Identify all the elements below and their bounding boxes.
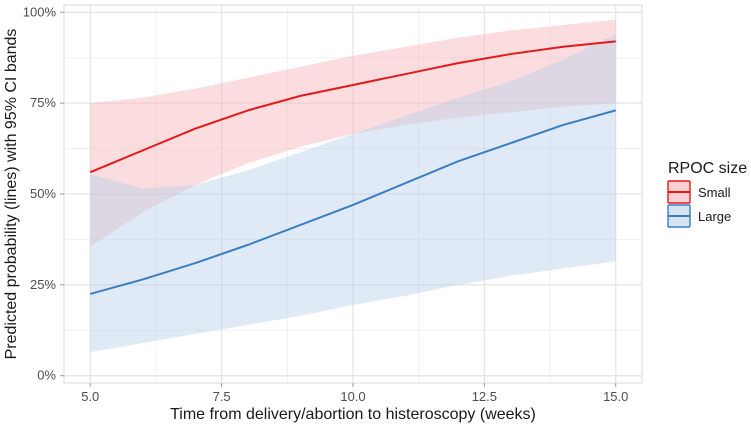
legend-label-small: Small	[698, 185, 731, 200]
series-line-small	[89, 40, 616, 174]
legend: RPOC size Small Large	[667, 160, 747, 228]
y-tick-label: 25%	[30, 277, 56, 292]
x-tick-label: 12.5	[472, 389, 497, 404]
y-tick-label: 0%	[37, 368, 56, 383]
legend-label-large: Large	[698, 209, 731, 224]
x-tick-label: 10.0	[340, 389, 365, 404]
ci-band-small	[90, 19, 616, 247]
x-tick-label: 5.0	[81, 389, 99, 404]
x-tick-label: 7.5	[213, 389, 231, 404]
y-tick-label: 100%	[23, 4, 57, 19]
x-tick-label: 15.0	[603, 389, 628, 404]
x-axis-title: Time from delivery/abortion to histerosc…	[170, 406, 536, 423]
legend-title: RPOC size	[668, 160, 747, 177]
y-tick-label: 50%	[30, 186, 56, 201]
ci-band-large	[90, 34, 616, 353]
series-lines	[89, 40, 616, 295]
series-line-large	[90, 109, 616, 295]
y-axis-ticks: 0% 25% 50% 75% 100%	[23, 4, 64, 383]
y-tick-label: 75%	[30, 95, 56, 110]
major-grid	[64, 5, 642, 383]
x-axis-ticks: 5.0 7.5 10.0 12.5 15.0	[81, 383, 628, 404]
y-axis-title: Predicted probability (lines) with 95% C…	[3, 29, 20, 360]
ci-bands	[90, 19, 616, 353]
